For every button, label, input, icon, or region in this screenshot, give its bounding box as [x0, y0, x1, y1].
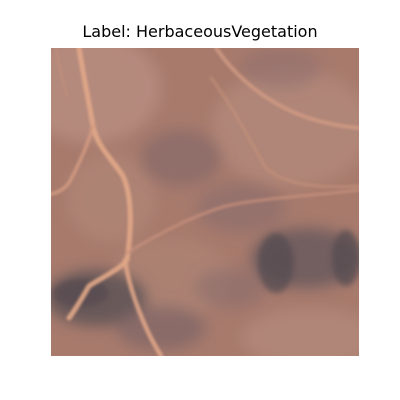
vegetation-patch [116, 306, 206, 350]
satellite-image [51, 48, 359, 356]
vegetation-patch [241, 48, 321, 88]
figure-title: Label: HerbaceousVegetation [82, 22, 318, 41]
dirt-paths [51, 48, 359, 356]
vegetation-patch [196, 183, 286, 233]
vegetation-patch [196, 268, 266, 308]
vegetation-patch [141, 130, 221, 186]
